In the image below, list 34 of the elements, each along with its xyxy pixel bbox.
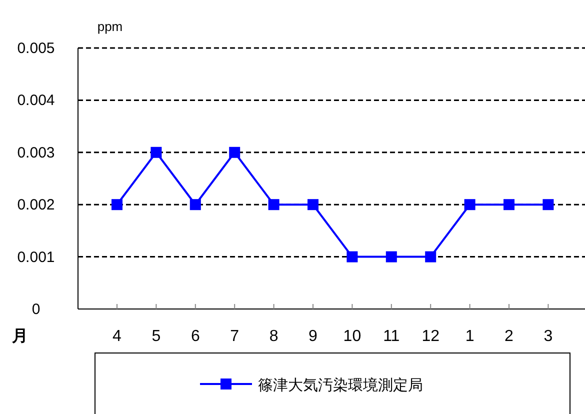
point xyxy=(112,199,122,210)
y-axis-title: ppm xyxy=(97,19,123,34)
y-tick-label: 0 xyxy=(32,301,40,318)
x-tick-label: 5 xyxy=(152,328,161,345)
point xyxy=(308,199,318,210)
point xyxy=(229,146,240,158)
point xyxy=(504,199,514,210)
x-tick-label: 1 xyxy=(465,328,474,345)
point xyxy=(464,199,476,210)
legend-item: 篠津大気汚染環境測定局 xyxy=(200,377,423,394)
x-tick-label: 6 xyxy=(190,328,200,345)
legend-label: 篠津大気汚染環境測定局 xyxy=(258,377,423,394)
x-tick-label: 4 xyxy=(112,328,122,345)
x-tick-label: 9 xyxy=(308,328,318,345)
point xyxy=(425,251,436,262)
x-tick-label: 7 xyxy=(230,328,240,345)
y-tick-label: 0.001 xyxy=(17,248,55,266)
point xyxy=(346,251,358,262)
x-tick-label: 10 xyxy=(343,328,362,345)
point xyxy=(190,199,201,210)
x-tick-label: 11 xyxy=(383,328,400,345)
x-axis-title: 月 xyxy=(11,328,28,345)
x-tick-label: 2 xyxy=(504,328,514,345)
point xyxy=(386,251,397,262)
y-tick-label: 0.002 xyxy=(17,196,55,214)
x-tick-label: 8 xyxy=(269,328,278,345)
x-tick-label: 12 xyxy=(422,328,440,345)
point xyxy=(150,146,162,158)
x-tick-label: 3 xyxy=(544,328,553,345)
y-tick-label: 0.004 xyxy=(17,92,55,110)
y-tick-label: 0.003 xyxy=(17,144,55,162)
point xyxy=(542,199,554,210)
y-tick-label: 0.005 xyxy=(17,40,55,57)
point xyxy=(268,199,280,210)
